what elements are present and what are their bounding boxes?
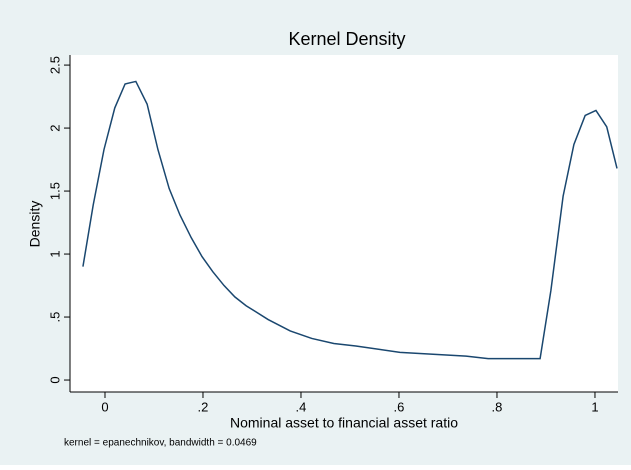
y-tick-label: 1.5	[47, 182, 62, 200]
x-tick-label: .2	[198, 399, 209, 414]
x-tick-label: .4	[296, 399, 307, 414]
plot-area	[70, 55, 618, 392]
y-tick-label: 2	[47, 124, 62, 131]
density-line	[82, 80, 618, 360]
y-tick-label: 0	[47, 376, 62, 383]
x-tick-label: 1	[591, 399, 598, 414]
y-tick-label: .5	[47, 312, 62, 323]
x-tick-label: .6	[394, 399, 405, 414]
note: kernel = epanechnikov, bandwidth = 0.046…	[64, 438, 257, 449]
x-axis-label: Nominal asset to financial asset ratio	[230, 415, 458, 431]
x-tick-label: .8	[492, 399, 503, 414]
y-tick-label: 1	[47, 250, 62, 257]
x-tick-label: 0	[101, 399, 108, 414]
chart-title: Kernel Density	[288, 29, 405, 49]
y-axis-label: Density	[27, 201, 43, 248]
y-tick-label: 2.5	[47, 56, 62, 74]
